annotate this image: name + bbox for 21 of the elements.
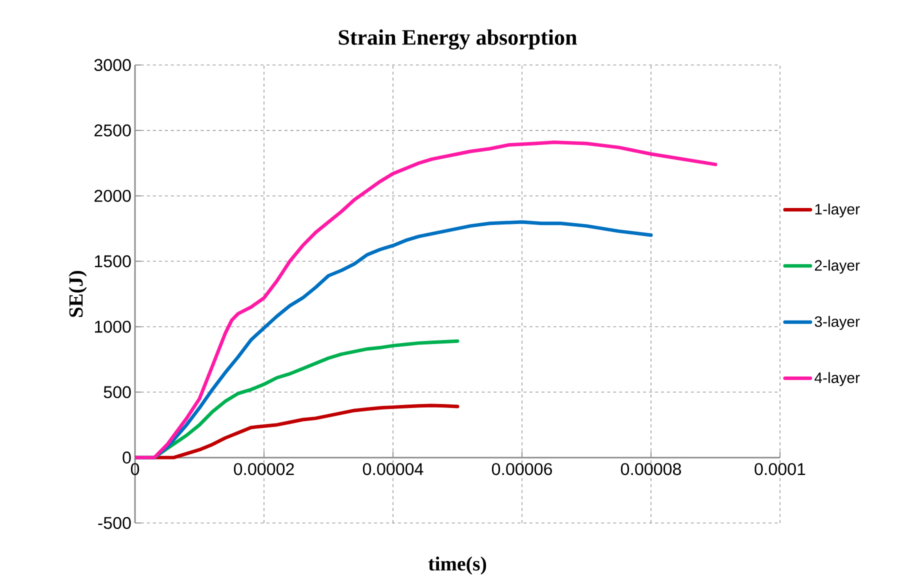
x-tick-label: 0.0001 <box>754 463 806 476</box>
x-tick-label: 0.00002 <box>234 463 294 476</box>
legend-label: 3-layer <box>814 316 860 330</box>
y-tick-label: 1500 <box>94 255 131 268</box>
y-tick-label: 2000 <box>94 190 131 202</box>
y-tick-label: 2500 <box>94 124 131 136</box>
x-tick-label: 0.00006 <box>492 463 552 476</box>
y-axis-title: SE(J) <box>68 271 87 317</box>
legend-label: 2-layer <box>814 260 860 274</box>
y-tick-label: 0 <box>122 452 131 464</box>
y-tick-label: 3000 <box>94 58 131 72</box>
y-tick-label: 500 <box>104 386 131 398</box>
x-tick-label: 0 <box>130 463 140 476</box>
y-tick-label: -500 <box>98 516 131 530</box>
x-axis-title: time(s) <box>428 556 486 575</box>
x-tick-label: 0.00004 <box>362 463 424 476</box>
x-tick-label: 0.00008 <box>620 463 681 476</box>
legend-label: 4-layer <box>814 372 860 386</box>
chart-title: Strain Energy absorption <box>338 29 577 50</box>
y-tick-label: 1000 <box>94 320 131 333</box>
legend-label: 1-layer <box>815 204 860 218</box>
